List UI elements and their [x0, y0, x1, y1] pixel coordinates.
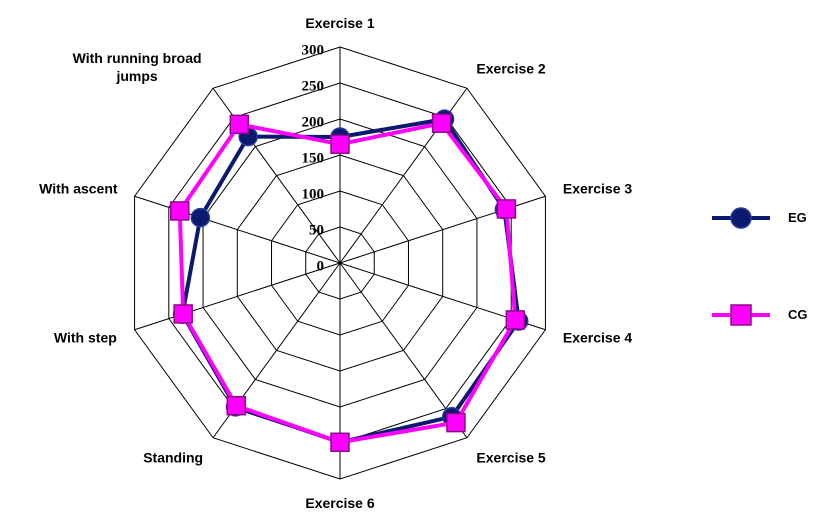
- marker: [226, 395, 247, 416]
- marker: [431, 113, 452, 133]
- marker: [330, 134, 350, 154]
- category-label: With step: [53, 329, 117, 346]
- legend-marker: [730, 207, 752, 229]
- marker: [505, 310, 526, 330]
- r-tick-label: 50: [309, 222, 324, 238]
- category-label: Standing: [143, 448, 204, 465]
- legend-marker: [730, 304, 752, 326]
- spoke: [134, 262, 341, 331]
- r-tick-label: 150: [302, 150, 325, 166]
- legend-label: EG: [788, 210, 807, 225]
- marker: [496, 199, 517, 219]
- r-tick-label: 300: [302, 42, 325, 58]
- category-label: Exercise 1: [305, 15, 375, 32]
- marker: [330, 432, 350, 453]
- r-tick-label: 0: [317, 258, 325, 274]
- r-tick-label: 200: [302, 114, 325, 130]
- category-label: Exercise 2: [476, 60, 546, 77]
- marker: [190, 207, 211, 228]
- marker: [173, 304, 193, 324]
- category-label: Exercise 3: [562, 180, 633, 197]
- category-label: Exercise 6: [305, 494, 375, 511]
- category-label: Exercise 5: [476, 448, 546, 465]
- marker: [170, 201, 190, 221]
- marker: [229, 114, 250, 135]
- category-label: With ascent: [39, 180, 118, 197]
- r-tick-label: 100: [302, 186, 325, 202]
- category-label: Exercise 4: [562, 329, 633, 346]
- series-line: [180, 116, 521, 445]
- legend-label: CG: [788, 307, 808, 322]
- spoke: [339, 262, 468, 439]
- spoke: [134, 195, 341, 264]
- marker: [446, 412, 466, 433]
- r-tick-label: 250: [302, 78, 325, 94]
- category-label: With running broad jumps: [72, 50, 202, 85]
